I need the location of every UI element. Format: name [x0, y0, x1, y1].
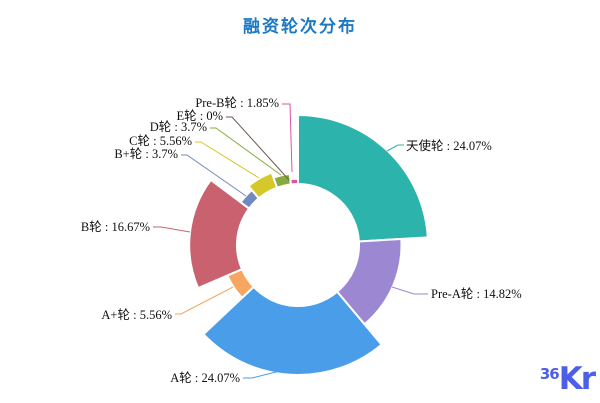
pie-slice-d-round[interactable] — [272, 172, 292, 189]
pie-label-b-plus-round: B+轮 : 3.7% — [114, 147, 178, 161]
pie-label-a-round: A轮 : 24.07% — [170, 371, 240, 385]
pie-label-angel-round: 天使轮 : 24.07% — [406, 138, 492, 153]
pie-slice-b-round[interactable] — [188, 179, 251, 290]
brand-logo-36: 36 — [539, 365, 560, 383]
pie-leader-line-b-round — [153, 226, 191, 233]
pie-leader-line-b-plus-round — [181, 154, 247, 197]
pie-leader-line-e-round — [226, 116, 291, 182]
pie-label-b-round: B轮 : 16.67% — [81, 220, 150, 234]
pie-slice-a-round[interactable] — [202, 285, 383, 376]
pie-leader-line-pre-b-round — [282, 103, 293, 173]
pie-slice-pre-b-round[interactable] — [289, 177, 299, 186]
pie-label-a-plus-round: A+轮 : 5.56% — [101, 308, 172, 322]
pie-leader-line-d-round — [210, 127, 282, 176]
pie-leader-line-a-round — [243, 368, 289, 379]
chart-title: 融资轮次分布 — [243, 17, 357, 36]
pie-leader-line-c-round — [195, 141, 260, 179]
brand-logo-36kr: 36 Kr — [539, 361, 596, 397]
pie-leader-line-pre-a-round — [391, 286, 428, 295]
pie-slice-angel-round[interactable] — [297, 114, 429, 243]
pie-leader-line-a-plus-round — [175, 286, 234, 315]
pie-label-c-round: C轮 : 5.56% — [129, 134, 192, 148]
pie-leader-line-angel-round — [386, 144, 404, 152]
brand-logo-kr: Kr — [558, 361, 596, 397]
pie-label-e-round: E轮 : 0% — [176, 109, 223, 123]
pie-label-d-round: D轮 : 3.7% — [150, 120, 207, 134]
pie-label-pre-a-round: Pre-A轮 : 14.82% — [431, 287, 522, 301]
pie-label-pre-b-round: Pre-B轮 : 1.85% — [195, 96, 279, 110]
